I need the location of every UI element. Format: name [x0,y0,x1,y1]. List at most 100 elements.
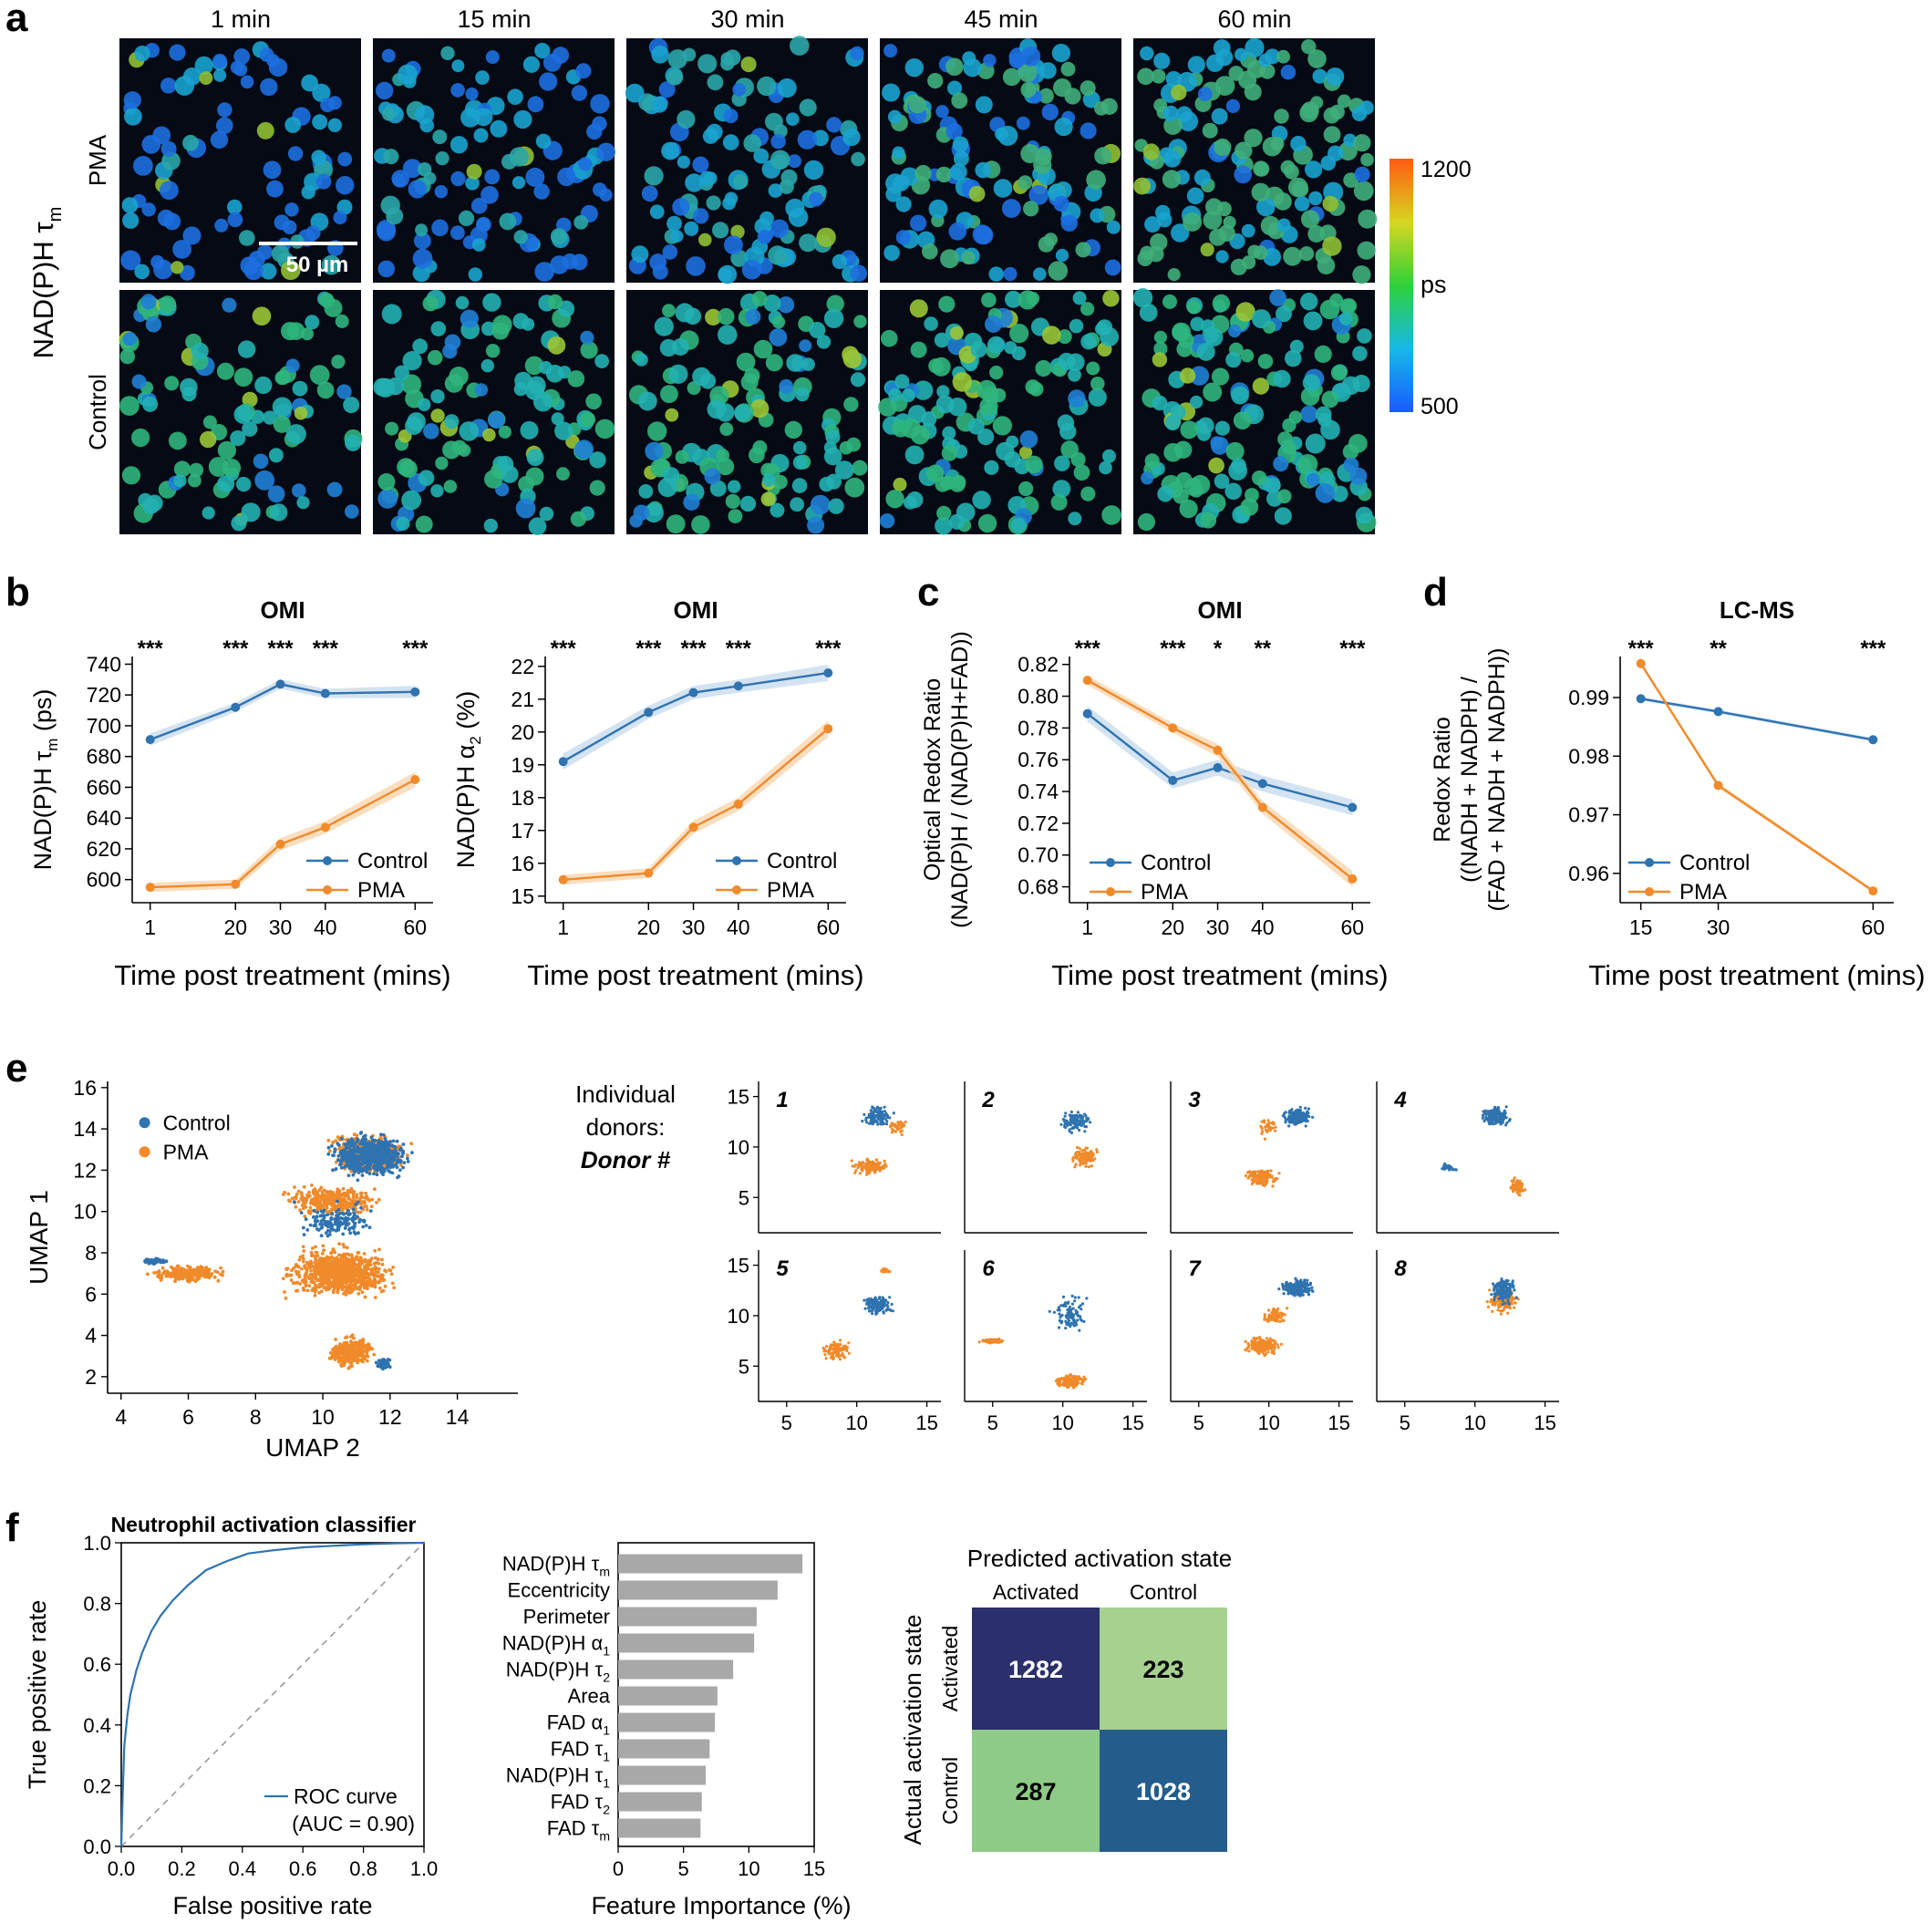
cell [705,308,722,326]
cell [542,53,562,72]
cell [1153,98,1168,112]
cell [1355,506,1373,524]
scatter-point [330,1270,335,1274]
cell [527,376,546,395]
chart-d: LC-MS0.960.970.980.9915***30**60***Contr… [1430,596,1926,991]
cell [1132,288,1153,308]
cell [414,232,431,250]
cell [1252,470,1267,486]
cell [773,474,788,490]
cell [1299,246,1315,262]
x-tick-label: 40 [314,915,337,939]
data-point-pma [1348,874,1358,884]
cell [693,208,709,224]
data-point-control [1082,708,1092,719]
scatter-point [340,1283,344,1287]
scatter-point [356,1251,360,1255]
scatter-point [333,1350,336,1355]
scatter-point [352,1199,356,1203]
scatter-point [377,1363,381,1367]
y-tick-label: 0.68 [1018,875,1059,899]
cell [1212,294,1231,313]
scatter-point [305,1228,310,1232]
cell [474,108,493,127]
scatter-point [397,1174,401,1178]
microscopy-grid [119,36,1378,535]
scatter-point [356,1266,361,1269]
scatter-point [186,1264,190,1268]
scatter-point [337,1242,341,1246]
significance-marker: *** [635,636,662,661]
cell [1315,483,1336,503]
cell [1241,223,1255,238]
scatter-point [344,1252,348,1256]
scatter-point [383,1284,387,1288]
cell [554,421,573,440]
scatter-point [352,1190,356,1194]
scatter-point [307,1284,312,1287]
scatter-point [183,1269,188,1274]
scatter-point [336,1207,341,1212]
cell [230,430,246,447]
cell [335,314,349,328]
cell [718,307,735,326]
cell [1256,197,1276,217]
cell [725,493,740,510]
cell [281,260,301,281]
scatter-point [868,1122,872,1125]
cell [1205,198,1223,216]
cell [169,44,186,61]
cell [791,478,808,493]
scatter-point [284,1274,288,1277]
scatter-point [147,1259,151,1264]
cell [133,156,153,176]
scatter-point [883,1159,886,1163]
scatter-point [333,1150,336,1154]
cell [292,483,306,498]
cell [1196,343,1215,361]
cell [484,169,501,185]
cell [194,56,213,75]
x-tick-label: 1 [144,915,156,939]
legend-marker [139,1146,150,1158]
scatter-point [373,1248,377,1253]
donor-header-line: donors: [586,1113,666,1141]
scatter-point [361,1338,366,1341]
cell [698,233,712,247]
scatter-point [302,1184,306,1189]
cell [263,410,277,425]
cell [1215,48,1234,67]
scatter-point [381,1148,385,1152]
micro-tile-pma-5 [1133,37,1378,284]
cell [418,470,435,486]
scatter-point [393,1158,397,1162]
cell [1104,259,1121,276]
cell [1053,195,1069,212]
scatter-point [351,1139,355,1143]
cell [1028,381,1044,397]
scatter-point [346,1279,351,1283]
scatter-point [322,1248,326,1253]
scatter-point [339,1263,343,1267]
scatter-point [380,1257,384,1262]
y-tick-label: 2 [85,1365,97,1389]
cell [843,397,859,412]
cell [1140,46,1154,61]
cell [1329,104,1345,120]
scatter-point [299,1266,304,1271]
scatter-point [398,1148,402,1152]
scatter-point [167,1272,171,1277]
scatter-point [323,1198,327,1203]
cell [376,377,396,398]
cell [1305,433,1326,454]
scatter-point [360,1270,364,1274]
cell [345,504,359,519]
cell [644,502,664,523]
series-line-pma [1639,663,1875,893]
y-tick-label: 640 [87,806,121,830]
cell [987,336,1006,354]
scatter-point [314,1283,317,1287]
cell [345,434,362,451]
scatter-point [863,1112,866,1116]
cell [526,449,544,467]
